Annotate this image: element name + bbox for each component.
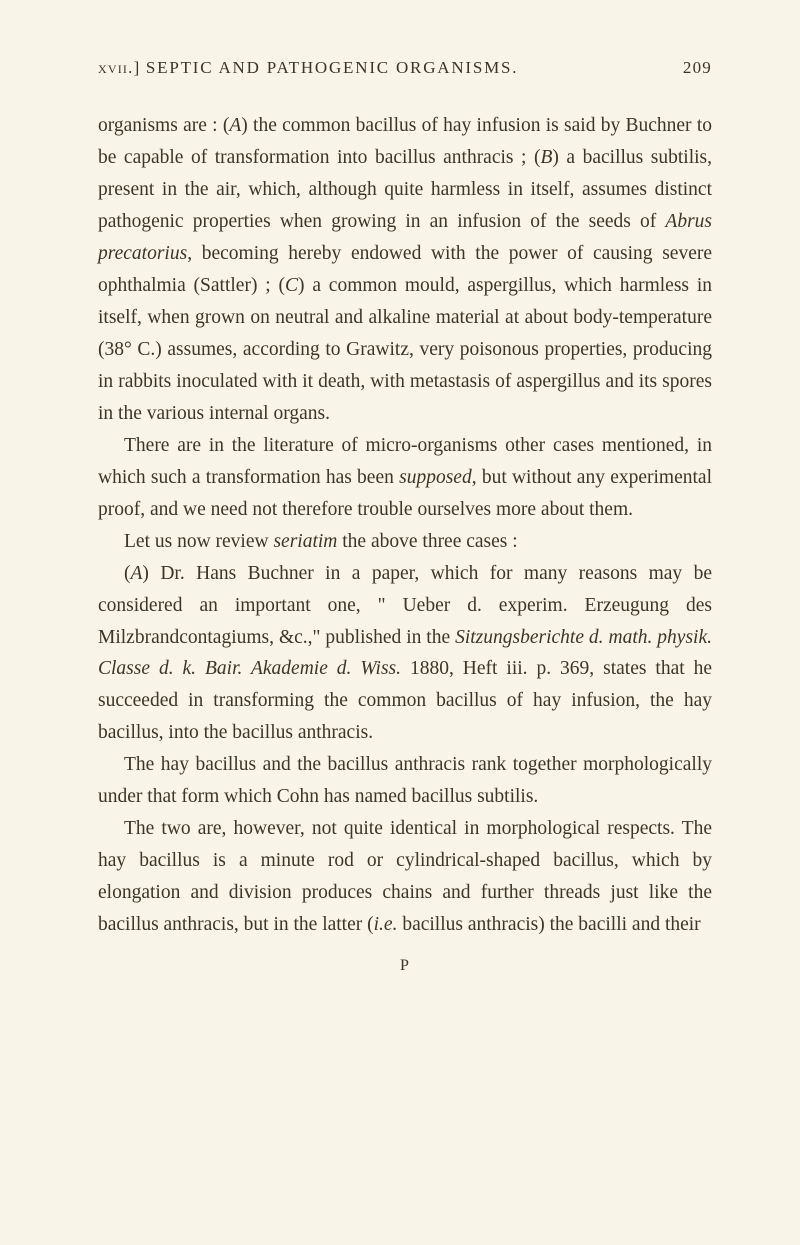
text-italic: i.e.	[374, 914, 398, 935]
paragraph-3: Let us now review seriatim the above thr…	[98, 526, 712, 558]
chapter-marker: xvii.]	[98, 58, 140, 77]
header-left: xvii.] SEPTIC AND PATHOGENIC ORGANISMS.	[98, 58, 518, 78]
text-run: Let us now review	[124, 531, 273, 552]
text-run: ) a common mould, aspergillus, which har…	[98, 275, 712, 424]
paragraph-1: organisms are : (A) the common bacillus …	[98, 110, 712, 430]
paragraph-6: The two are, however, not quite identica…	[98, 813, 712, 941]
text-italic: B	[540, 147, 552, 168]
paragraph-4: (A) Dr. Hans Buchner in a paper, which f…	[98, 558, 712, 750]
paragraph-5: The hay bacillus and the bacillus anthra…	[98, 749, 712, 813]
running-title: SEPTIC AND PATHOGENIC ORGANISMS.	[146, 58, 518, 77]
text-run: organisms are : (	[98, 115, 229, 136]
text-run: the above three cases :	[337, 531, 517, 552]
text-run: The hay bacillus and the bacillus anthra…	[98, 754, 712, 807]
text-italic: A	[229, 115, 241, 136]
page-number: 209	[683, 58, 712, 78]
text-italic: C	[285, 275, 298, 296]
page-header: xvii.] SEPTIC AND PATHOGENIC ORGANISMS. …	[98, 58, 712, 78]
body-text: organisms are : (A) the common bacillus …	[98, 110, 712, 979]
signature-mark: P	[98, 953, 712, 979]
text-italic: A	[131, 563, 143, 584]
paragraph-2: There are in the literature of micro-org…	[98, 430, 712, 526]
text-italic: seriatim	[273, 531, 337, 552]
text-italic: supposed	[399, 467, 472, 488]
text-run: bacillus anthracis) the bacilli and thei…	[397, 914, 700, 935]
